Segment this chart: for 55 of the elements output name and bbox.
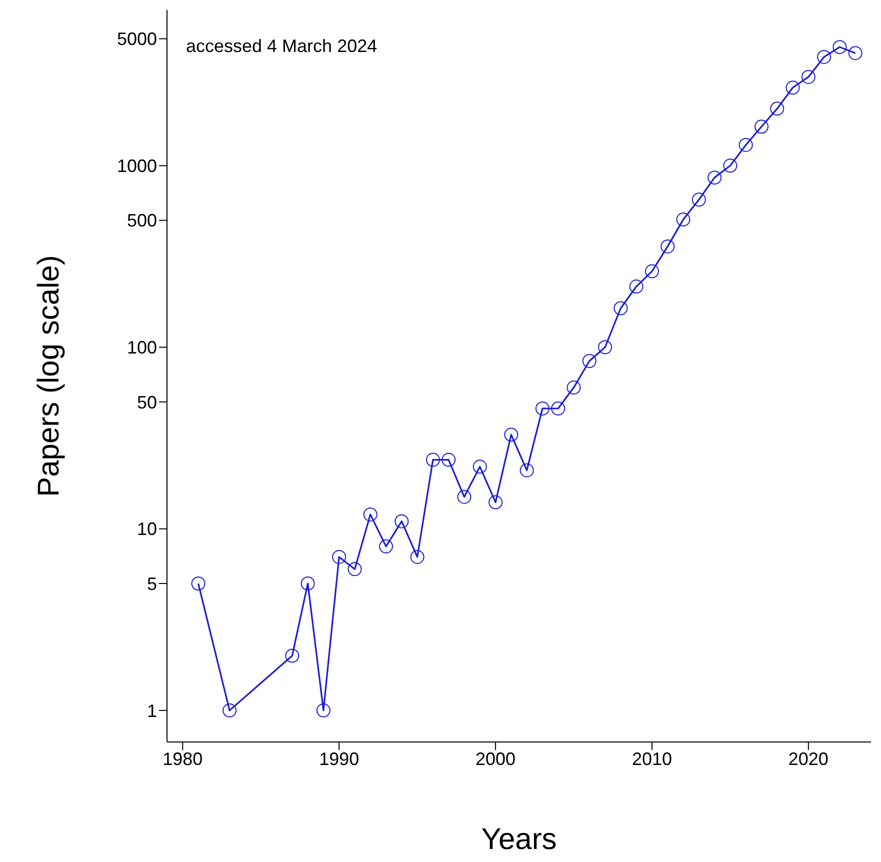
annotation: accessed 4 March 2024 [186, 36, 378, 57]
y-tick-label: 500 [126, 210, 157, 231]
point [300, 576, 315, 590]
point [488, 495, 503, 510]
point [363, 507, 378, 522]
point [676, 212, 690, 227]
point [551, 401, 566, 416]
y-tick-label: 5000 [116, 29, 157, 50]
point [566, 380, 581, 395]
x-tick-label: 1980 [162, 748, 203, 769]
x-tick-label: 1990 [319, 748, 360, 769]
point [457, 490, 472, 504]
point [786, 80, 800, 95]
point [644, 264, 659, 278]
point [817, 50, 832, 64]
point [660, 239, 675, 254]
y-axis-title: Papers (log scale) [32, 255, 66, 497]
point [535, 401, 550, 416]
point [801, 70, 816, 84]
point [191, 576, 206, 590]
point [222, 703, 237, 718]
y-tick-label: 10 [136, 519, 157, 540]
point [754, 120, 768, 134]
point [504, 428, 518, 442]
x-tick-label: 2020 [788, 748, 828, 769]
y-tick-label: 50 [136, 392, 157, 412]
point [520, 463, 534, 478]
point [348, 562, 362, 576]
point [708, 170, 722, 185]
point [738, 138, 753, 152]
y-tick-label: 1000 [116, 156, 157, 176]
point [442, 452, 456, 467]
point [426, 452, 440, 467]
point [598, 340, 612, 354]
y-tick-label: 5 [146, 574, 157, 594]
point [379, 539, 394, 554]
point [692, 192, 706, 207]
x-tick-label: 2010 [632, 748, 672, 769]
point [285, 648, 300, 663]
point [316, 703, 330, 718]
point [394, 514, 409, 528]
point [629, 280, 644, 294]
point [332, 550, 346, 564]
point [848, 46, 862, 60]
point [770, 102, 784, 116]
x-axis-title: Years [481, 823, 557, 856]
point [410, 550, 424, 564]
y-tick-label: 1 [146, 700, 157, 721]
point [582, 354, 596, 368]
point [614, 301, 628, 316]
point [472, 460, 487, 474]
point [723, 158, 738, 173]
y-tick-label: 100 [126, 338, 157, 358]
point [832, 40, 847, 54]
x-tick-label: 2000 [476, 748, 516, 769]
